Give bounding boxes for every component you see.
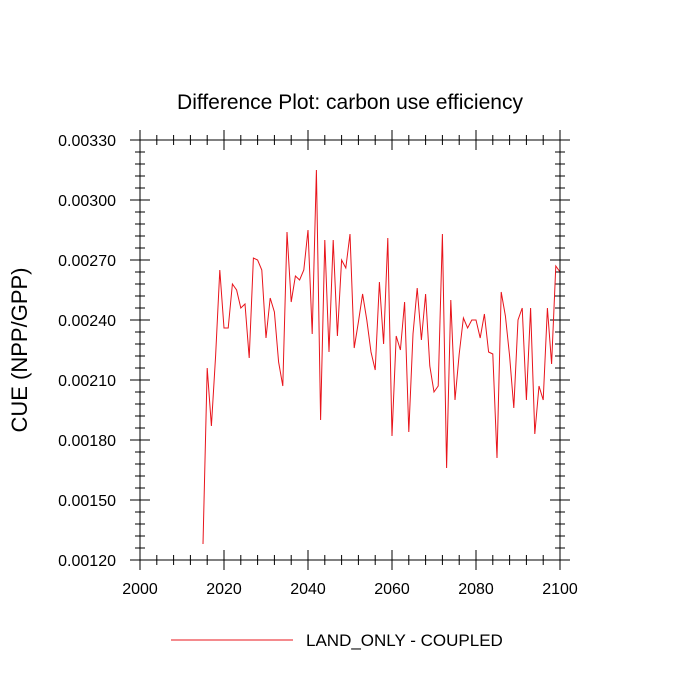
y-tick-label: 0.00180 xyxy=(58,433,116,450)
legend: LAND_ONLY - COUPLED xyxy=(171,631,503,650)
plot-frame xyxy=(139,139,561,561)
y-tick-label: 0.00120 xyxy=(58,553,116,570)
x-tick-label: 2080 xyxy=(458,581,494,598)
series-layer xyxy=(202,169,561,545)
y-axis-label: CUE (NPP/GPP) xyxy=(7,267,32,432)
major-ticks xyxy=(130,130,570,570)
x-tick-labels: 2000 2020 2040 2060 2080 2100 xyxy=(122,581,578,598)
y-tick-label: 0.00300 xyxy=(58,193,116,210)
x-tick-label: 2000 xyxy=(122,581,158,598)
y-tick-label: 0.00210 xyxy=(58,373,116,390)
y-tick-label: 0.00150 xyxy=(58,493,116,510)
series-line xyxy=(202,169,561,545)
y-tick-labels: 0.00120 0.00150 0.00180 0.00210 0.00240 0.002… xyxy=(58,133,116,570)
y-tick-label: 0.00270 xyxy=(58,253,116,270)
x-tick-label: 2040 xyxy=(290,581,326,598)
x-tick-label: 2060 xyxy=(374,581,410,598)
y-tick-label: 0.00240 xyxy=(58,313,116,330)
chart-title: Difference Plot: carbon use efficiency xyxy=(177,91,523,114)
x-tick-label: 2020 xyxy=(206,581,242,598)
x-tick-label: 2100 xyxy=(542,581,578,598)
minor-ticks xyxy=(135,135,565,565)
y-tick-label: 0.00330 xyxy=(58,133,116,150)
legend-label: LAND_ONLY - COUPLED xyxy=(306,631,503,650)
